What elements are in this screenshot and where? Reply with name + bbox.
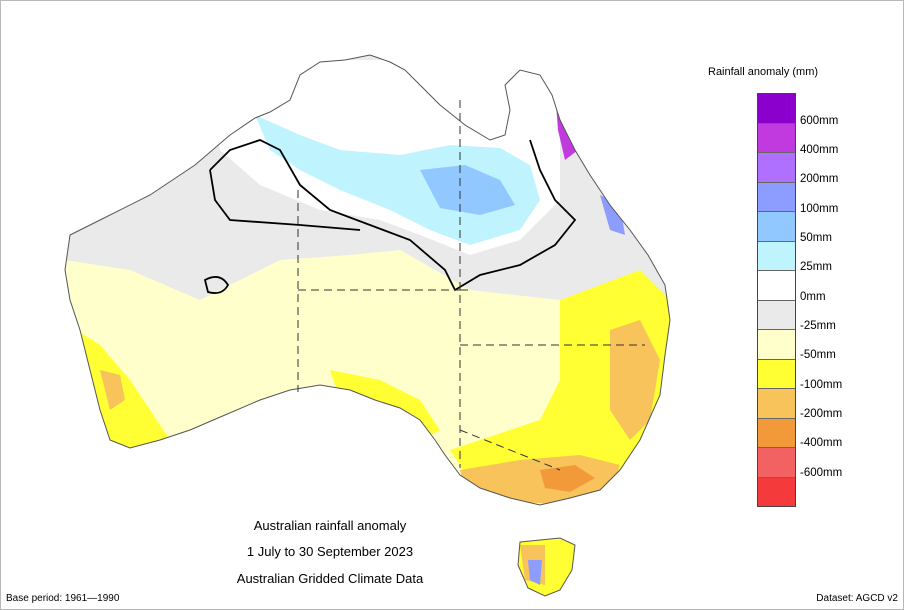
legend-label: -400mm [800,437,843,449]
legend-title: Rainfall anomaly (mm) [708,66,819,78]
legend-swatch-400mm [758,123,795,153]
legend-label: 0mm [800,291,826,303]
legend-label: -100mm [800,379,843,391]
legend-swatch-200mm [758,153,795,183]
legend-label: -600mm [800,467,843,479]
legend-swatch-minus-400mm [758,418,795,448]
legend-swatch-25mm [758,241,795,271]
legend-swatch-minus-100mm [758,359,795,389]
legend-label: 600mm [800,115,839,127]
australia-coastline [64,54,671,506]
legend-label: 50mm [800,232,832,244]
legend-swatch-minus-50mm [758,330,795,360]
legend-label: 25mm [800,261,832,273]
legend-swatch-minus-600mm [758,448,795,478]
legend-swatch-below-minus-600mm [758,477,795,506]
legend-label: 400mm [800,144,839,156]
legend-label: -50mm [800,349,836,361]
legend-label: 100mm [800,203,839,215]
dataset-label: Dataset: AGCD v2 [816,593,898,604]
base-period: Base period: 1961—1990 [6,593,120,604]
legend-swatch-minus-25mm [758,300,795,330]
legend-swatch-600mm [758,94,795,124]
map-title: Australian rainfall anomaly [253,518,407,533]
state-borders [297,100,645,471]
legend-swatch-0mm [758,271,795,301]
legend-label: -200mm [800,408,843,420]
legend-label: 200mm [800,173,839,185]
map-source: Australian Gridded Climate Data [236,571,424,586]
legend-label: -25mm [800,320,836,332]
tasmania [517,537,576,597]
legend-color-bar [757,93,796,507]
legend-swatch-50mm [758,212,795,242]
legend-swatch-100mm [758,182,795,212]
map-period: 1 July to 30 September 2023 [246,544,414,559]
legend-swatch-minus-200mm [758,389,795,419]
